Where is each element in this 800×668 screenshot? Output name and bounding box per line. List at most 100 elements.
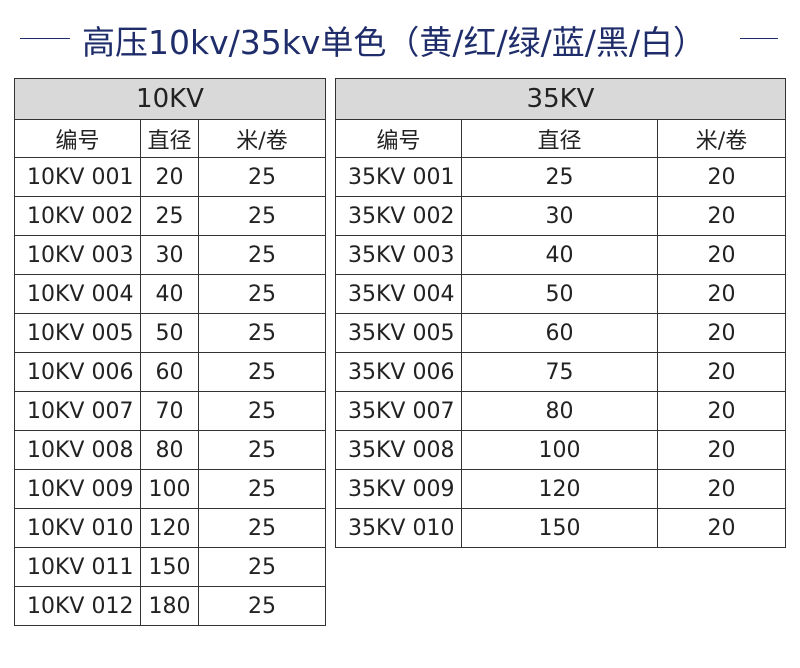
table-35kv-body: 35KV 001 25 20 35KV 002 30 20 35KV 003 40 20 35KV… bbox=[335, 157, 787, 548]
table-row: 35KV 006 75 20 bbox=[335, 352, 787, 392]
cell-diameter: 60 bbox=[140, 352, 199, 392]
cell-diameter: 20 bbox=[140, 157, 199, 197]
table-row: 35KV 009 120 20 bbox=[335, 469, 787, 509]
table-row: 35KV 003 40 20 bbox=[335, 235, 787, 275]
col-header-code: 编号 bbox=[335, 119, 462, 158]
cell-length: 20 bbox=[656, 313, 787, 353]
cell-code: 10KV 005 bbox=[14, 313, 141, 353]
cell-length: 25 bbox=[197, 313, 327, 353]
cell-length: 20 bbox=[656, 430, 787, 470]
cell-code: 10KV 012 bbox=[14, 586, 141, 626]
cell-diameter: 100 bbox=[140, 469, 199, 509]
cell-diameter: 120 bbox=[140, 508, 199, 548]
cell-code: 35KV 002 bbox=[335, 196, 462, 236]
cell-length: 25 bbox=[197, 469, 327, 509]
col-header-length: 米/卷 bbox=[656, 119, 787, 158]
table-row: 10KV 004 40 25 bbox=[14, 274, 327, 314]
table-row: 10KV 012 180 25 bbox=[14, 586, 327, 626]
cell-length: 20 bbox=[656, 352, 787, 392]
cell-length: 25 bbox=[197, 157, 327, 197]
cell-code: 10KV 003 bbox=[14, 235, 141, 275]
cell-diameter: 180 bbox=[140, 586, 199, 626]
table-row: 35KV 008 100 20 bbox=[335, 430, 787, 470]
table-row: 10KV 011 150 25 bbox=[14, 547, 327, 587]
cell-diameter: 50 bbox=[140, 313, 199, 353]
cell-diameter: 150 bbox=[140, 547, 199, 587]
table-row: 35KV 002 30 20 bbox=[335, 196, 787, 236]
cell-diameter: 50 bbox=[461, 274, 658, 314]
cell-diameter: 70 bbox=[140, 391, 199, 431]
cell-diameter: 75 bbox=[461, 352, 658, 392]
col-header-length: 米/卷 bbox=[197, 119, 327, 158]
cell-diameter: 25 bbox=[140, 196, 199, 236]
cell-length: 25 bbox=[197, 586, 327, 626]
cell-code: 35KV 003 bbox=[335, 235, 462, 275]
cell-diameter: 100 bbox=[461, 430, 658, 470]
table-row: 35KV 007 80 20 bbox=[335, 391, 787, 431]
cell-length: 25 bbox=[197, 352, 327, 392]
cell-code: 35KV 005 bbox=[335, 313, 462, 353]
table-row: 10KV 005 50 25 bbox=[14, 313, 327, 353]
page-title: 高压10kv/35kv单色（黄/红/绿/蓝/黑/白） bbox=[82, 23, 706, 62]
cell-length: 20 bbox=[656, 157, 787, 197]
cell-code: 10KV 011 bbox=[14, 547, 141, 587]
cell-code: 10KV 004 bbox=[14, 274, 141, 314]
table-35kv-heading: 35KV bbox=[334, 78, 787, 120]
cell-code: 35KV 007 bbox=[335, 391, 462, 431]
table-row: 10KV 007 70 25 bbox=[14, 391, 327, 431]
table-10kv: 10KV 编号 直径 米/卷 10KV 001 20 25 10KV 002 25 25 1… bbox=[13, 78, 327, 626]
cell-code: 35KV 001 bbox=[335, 157, 462, 197]
cell-length: 20 bbox=[656, 508, 787, 548]
cell-length: 25 bbox=[197, 508, 327, 548]
table-row: 10KV 002 25 25 bbox=[14, 196, 327, 236]
cell-length: 20 bbox=[656, 274, 787, 314]
table-row: 35KV 001 25 20 bbox=[335, 157, 787, 197]
title-row: 高压10kv/35kv单色（黄/红/绿/蓝/黑/白） bbox=[0, 12, 800, 64]
cell-diameter: 30 bbox=[140, 235, 199, 275]
table-row: 10KV 006 60 25 bbox=[14, 352, 327, 392]
cell-length: 25 bbox=[197, 235, 327, 275]
table-row: 10KV 010 120 25 bbox=[14, 508, 327, 548]
cell-diameter: 80 bbox=[461, 391, 658, 431]
table-row: 10KV 008 80 25 bbox=[14, 430, 327, 470]
cell-diameter: 80 bbox=[140, 430, 199, 470]
cell-code: 35KV 008 bbox=[335, 430, 462, 470]
col-header-diameter: 直径 bbox=[140, 119, 199, 158]
table-row: 10KV 003 30 25 bbox=[14, 235, 327, 275]
table-row: 10KV 001 20 25 bbox=[14, 157, 327, 197]
cell-code: 10KV 009 bbox=[14, 469, 141, 509]
cell-diameter: 40 bbox=[140, 274, 199, 314]
cell-length: 25 bbox=[197, 547, 327, 587]
cell-length: 20 bbox=[656, 235, 787, 275]
cell-code: 10KV 010 bbox=[14, 508, 141, 548]
cell-diameter: 30 bbox=[461, 196, 658, 236]
cell-code: 10KV 001 bbox=[14, 157, 141, 197]
col-header-diameter: 直径 bbox=[461, 119, 658, 158]
cell-diameter: 150 bbox=[461, 508, 658, 548]
table-row: 35KV 004 50 20 bbox=[335, 274, 787, 314]
cell-length: 25 bbox=[197, 196, 327, 236]
table-35kv: 35KV 编号 直径 米/卷 35KV 001 25 20 35KV 002 30 20 3… bbox=[334, 78, 787, 548]
cell-code: 35KV 009 bbox=[335, 469, 462, 509]
cell-code: 10KV 008 bbox=[14, 430, 141, 470]
title-rule-left bbox=[20, 38, 70, 39]
title-rule-right bbox=[740, 38, 778, 39]
table-10kv-body: 10KV 001 20 25 10KV 002 25 25 10KV 003 30 25 10KV… bbox=[14, 157, 327, 626]
table-row: 35KV 010 150 20 bbox=[335, 508, 787, 548]
cell-length: 25 bbox=[197, 430, 327, 470]
col-header-code: 编号 bbox=[14, 119, 141, 158]
cell-code: 10KV 002 bbox=[14, 196, 141, 236]
cell-diameter: 60 bbox=[461, 313, 658, 353]
cell-diameter: 25 bbox=[461, 157, 658, 197]
cell-code: 35KV 004 bbox=[335, 274, 462, 314]
table-row: 35KV 005 60 20 bbox=[335, 313, 787, 353]
cell-code: 10KV 007 bbox=[14, 391, 141, 431]
cell-length: 20 bbox=[656, 196, 787, 236]
cell-code: 10KV 006 bbox=[14, 352, 141, 392]
table-10kv-heading: 10KV bbox=[13, 78, 327, 120]
cell-code: 35KV 010 bbox=[335, 508, 462, 548]
cell-diameter: 120 bbox=[461, 469, 658, 509]
cell-code: 35KV 006 bbox=[335, 352, 462, 392]
cell-length: 20 bbox=[656, 391, 787, 431]
cell-length: 25 bbox=[197, 274, 327, 314]
